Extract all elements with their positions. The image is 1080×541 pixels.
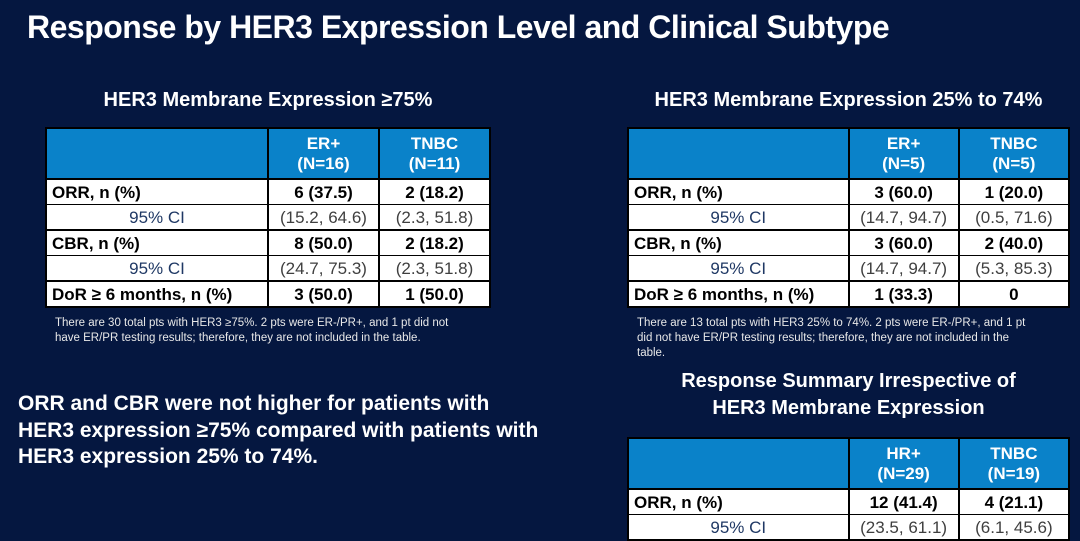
ci-label: 95% CI	[46, 255, 268, 282]
header-col-tnbc: TNBC (N=11)	[378, 128, 490, 180]
row-label: ORR, n (%)	[628, 179, 849, 205]
col-n: (N=5)	[992, 153, 1036, 173]
ci-value-cell: (15.2, 64.6)	[267, 204, 379, 231]
col-n: (N=29)	[877, 463, 930, 483]
ci-value-cell: (5.3, 85.3)	[957, 255, 1069, 282]
response-summary-title: Response Summary Irrespective of HER3 Me…	[681, 370, 1016, 419]
ci-value-cell: (0.5, 71.6)	[957, 204, 1069, 231]
orr-row: ORR, n (%) 6 (37.5) 2 (18.2)	[46, 179, 490, 205]
value-cell: 1 (50.0)	[378, 281, 490, 307]
col-name: HR+	[886, 443, 921, 463]
value-cell: 0	[957, 281, 1069, 307]
header-col-tnbc: TNBC (N=19)	[957, 438, 1069, 490]
row-label: DoR ≥ 6 months, n (%)	[628, 281, 849, 307]
col-n: (N=16)	[297, 153, 350, 173]
header-col-hr: HR+ (N=29)	[847, 438, 959, 490]
her3-high-section: HER3 Membrane Expression ≥75% ER+ (N=16)…	[45, 88, 491, 346]
table-header-row: HR+ (N=29) TNBC (N=19)	[628, 438, 1069, 490]
ci-row: 95% CI (14.7, 94.7) (0.5, 71.6)	[628, 204, 1069, 231]
her3-mid-section: HER3 Membrane Expression 25% to 74% ER+ …	[627, 88, 1070, 361]
response-summary-table: HR+ (N=29) TNBC (N=19) ORR, n (%) 12 (41…	[627, 437, 1070, 541]
col-n: (N=5)	[882, 153, 926, 173]
her3-mid-footnote: There are 13 total pts with HER3 25% to …	[637, 317, 1026, 359]
row-label: CBR, n (%)	[628, 230, 849, 256]
ci-row: 95% CI (14.7, 94.7) (5.3, 85.3)	[628, 255, 1069, 282]
her3-mid-title: HER3 Membrane Expression 25% to 74%	[654, 89, 1043, 111]
col-n: (N=11)	[408, 153, 461, 173]
header-blank-cell	[628, 128, 849, 180]
col-name: ER+	[886, 133, 921, 153]
value-cell: 12 (41.4)	[847, 489, 959, 515]
value-cell: 4 (21.1)	[957, 489, 1069, 515]
her3-high-title: HER3 Membrane Expression ≥75%	[103, 89, 433, 111]
value-cell: 3 (50.0)	[267, 281, 379, 307]
ci-value-cell: (14.7, 94.7)	[847, 204, 959, 231]
row-label: ORR, n (%)	[628, 489, 849, 515]
value-cell: 2 (18.2)	[378, 179, 490, 205]
response-summary-section: Response Summary Irrespective of HER3 Me…	[627, 368, 1070, 541]
header-col-tnbc: TNBC (N=5)	[957, 128, 1069, 180]
col-name: TNBC	[410, 133, 459, 153]
value-cell: 1 (33.3)	[847, 281, 959, 307]
ci-label: 95% CI	[628, 255, 849, 282]
slide-title: Response by HER3 Expression Level and Cl…	[27, 9, 890, 45]
her3-high-table: ER+ (N=16) TNBC (N=11) ORR, n (%) 6 (37.…	[45, 127, 491, 308]
key-finding-statement: ORR and CBR were not higher for patients…	[18, 392, 539, 468]
col-n: (N=19)	[987, 463, 1041, 483]
value-cell: 6 (37.5)	[267, 179, 379, 205]
ci-value-cell: (24.7, 75.3)	[267, 255, 379, 282]
value-cell: 8 (50.0)	[267, 230, 379, 256]
ci-label: 95% CI	[628, 204, 849, 231]
value-cell: 2 (40.0)	[957, 230, 1069, 256]
her3-mid-table: ER+ (N=5) TNBC (N=5) ORR, n (%) 3 (60.0)…	[627, 127, 1070, 308]
ci-label: 95% CI	[628, 514, 849, 540]
ci-value-cell: (6.1, 45.6)	[957, 514, 1069, 540]
orr-row: ORR, n (%) 3 (60.0) 1 (20.0)	[628, 179, 1069, 205]
ci-row: 95% CI (15.2, 64.6) (2.3, 51.8)	[46, 204, 490, 231]
header-col-er: ER+ (N=5)	[847, 128, 959, 180]
ci-value-cell: (2.3, 51.8)	[378, 255, 490, 282]
value-cell: 3 (60.0)	[847, 179, 959, 205]
ci-value-cell: (2.3, 51.8)	[378, 204, 490, 231]
ci-label: 95% CI	[46, 204, 268, 231]
col-name: TNBC	[990, 443, 1038, 463]
value-cell: 2 (18.2)	[378, 230, 490, 256]
row-label: ORR, n (%)	[46, 179, 268, 205]
ci-row: 95% CI (24.7, 75.3) (2.3, 51.8)	[46, 255, 490, 282]
col-name: ER+	[306, 133, 341, 153]
dor-row: DoR ≥ 6 months, n (%) 3 (50.0) 1 (50.0)	[46, 281, 490, 307]
table-header-row: ER+ (N=5) TNBC (N=5)	[628, 128, 1069, 180]
cbr-row: CBR, n (%) 3 (60.0) 2 (40.0)	[628, 230, 1069, 256]
value-cell: 3 (60.0)	[847, 230, 959, 256]
ci-row: 95% CI (23.5, 61.1) (6.1, 45.6)	[628, 514, 1069, 540]
table-header-row: ER+ (N=16) TNBC (N=11)	[46, 128, 490, 180]
row-label: CBR, n (%)	[46, 230, 268, 256]
ci-value-cell: (23.5, 61.1)	[847, 514, 959, 540]
header-col-er: ER+ (N=16)	[267, 128, 379, 180]
ci-value-cell: (14.7, 94.7)	[847, 255, 959, 282]
header-blank-cell	[628, 438, 849, 490]
cbr-row: CBR, n (%) 8 (50.0) 2 (18.2)	[46, 230, 490, 256]
col-name: TNBC	[990, 133, 1038, 153]
orr-row: ORR, n (%) 12 (41.4) 4 (21.1)	[628, 489, 1069, 515]
dor-row: DoR ≥ 6 months, n (%) 1 (33.3) 0	[628, 281, 1069, 307]
her3-high-footnote: There are 30 total pts with HER3 ≥75%. 2…	[55, 317, 449, 344]
header-blank-cell	[46, 128, 268, 180]
value-cell: 1 (20.0)	[957, 179, 1069, 205]
row-label: DoR ≥ 6 months, n (%)	[46, 281, 268, 307]
